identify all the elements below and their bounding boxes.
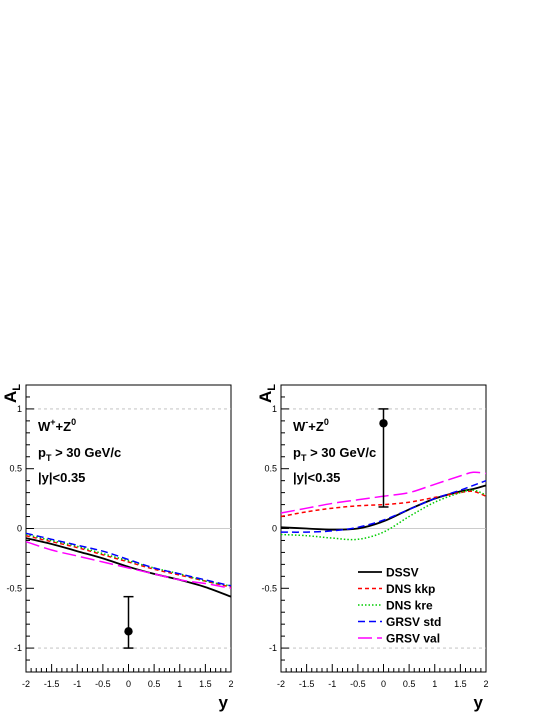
annotation-rapidity-cut: |y|<0.35 — [293, 470, 340, 485]
y-axis-label-main: A — [256, 391, 275, 403]
y-tick-label: 0.5 — [9, 464, 22, 474]
annotation-pt-cut: pT > 30 GeV/c — [38, 445, 121, 463]
series-line-grsv-std — [280, 479, 487, 533]
annotation-pt-cut: pT > 30 GeV/c — [293, 445, 376, 463]
legend: DSSV DNS kkp DNS kre GRSV std GRSV val — [358, 566, 441, 646]
y-tick-label: 1 — [17, 404, 22, 414]
y-axis-label-sub: L — [11, 384, 23, 391]
x-tick-label: -1.5 — [299, 679, 315, 689]
x-tick-label: 0 — [381, 679, 386, 689]
series-line-dns-kkp — [25, 534, 232, 588]
y-axis-label: AL — [256, 384, 278, 403]
x-tick-label: -1 — [328, 679, 336, 689]
x-tick-label: 0.5 — [403, 679, 416, 689]
series-line-dssv — [25, 537, 232, 598]
x-tick-label: 1.5 — [454, 679, 467, 689]
y-tick-label: 0 — [17, 524, 22, 534]
annotation-part: p — [293, 445, 301, 460]
x-tick-label: -0.5 — [350, 679, 366, 689]
x-tick-label: 0 — [126, 679, 131, 689]
x-tick-label: -1 — [73, 679, 81, 689]
data-point-marker — [124, 627, 133, 636]
annotation-part: W — [293, 419, 306, 434]
annotation-part: T — [301, 453, 307, 463]
annotation-part: - — [305, 417, 308, 427]
annotation-part: +Z — [308, 419, 324, 434]
x-tick-label: 2 — [228, 679, 233, 689]
annotation-part: p — [38, 445, 46, 460]
series-line-dns-kre — [280, 489, 487, 541]
series-line-grsv-std — [25, 532, 232, 587]
legend-label: DNS kre — [386, 599, 433, 613]
y-tick-label: -0.5 — [6, 583, 22, 593]
x-tick-label: -0.5 — [95, 679, 111, 689]
annotation-process: W++Z0 — [38, 417, 76, 434]
y-axis-label-sub: L — [266, 384, 278, 391]
chart-panel-left: -1-0.500.51-2 -1.5 -1 -0.5 0 0.5 1 1.5 2ALyW++Z0… — [1, 384, 234, 712]
y-tick-label: -1 — [269, 643, 277, 653]
x-tick-label: 1.5 — [199, 679, 212, 689]
x-tick-label: 1 — [432, 679, 437, 689]
x-tick-label: 1 — [177, 679, 182, 689]
annotation-part: > 30 GeV/c — [306, 445, 376, 460]
x-tick-label: -2 — [22, 679, 30, 689]
y-axis-label: AL — [1, 384, 23, 403]
y-tick-label: -1 — [14, 643, 22, 653]
annotation-part: T — [46, 453, 52, 463]
legend-label: DNS kkp — [386, 582, 435, 596]
annotation-rapidity-cut: |y|<0.35 — [38, 470, 85, 485]
y-axis-label-main: A — [1, 391, 20, 403]
series-line-grsv-val — [25, 540, 232, 590]
x-tick-label: 2 — [483, 679, 488, 689]
annotation-part: +Z — [56, 419, 72, 434]
y-tick-label: 0.5 — [264, 464, 277, 474]
x-tick-label: 0.5 — [148, 679, 161, 689]
y-tick-label: 1 — [272, 404, 277, 414]
chart-panel-right: -1-0.500.51-2 -1.5 -1 -0.5 0 0.5 1 1.5 2ALyW-+Z0… — [256, 384, 489, 712]
x-tick-label: -1.5 — [44, 679, 60, 689]
x-axis-label: y — [219, 693, 229, 712]
series-line-dns-kre — [25, 533, 232, 587]
legend-label: GRSV val — [386, 632, 440, 646]
y-tick-label: 0 — [272, 524, 277, 534]
annotation-part: + — [50, 417, 55, 427]
series-line-dssv — [280, 484, 487, 531]
data-point-marker — [379, 419, 388, 428]
legend-label: GRSV std — [386, 615, 441, 629]
annotation-part: 0 — [324, 417, 329, 427]
annotation-part: > 30 GeV/c — [51, 445, 121, 460]
series-line-grsv-val — [280, 471, 487, 514]
annotation-part: 0 — [71, 417, 76, 427]
legend-label: DSSV — [386, 566, 419, 580]
annotation-part: W — [38, 419, 51, 434]
annotation-process: W-+Z0 — [293, 417, 329, 434]
y-tick-label: -0.5 — [261, 583, 277, 593]
x-axis-label: y — [474, 693, 484, 712]
x-tick-label: -2 — [277, 679, 285, 689]
